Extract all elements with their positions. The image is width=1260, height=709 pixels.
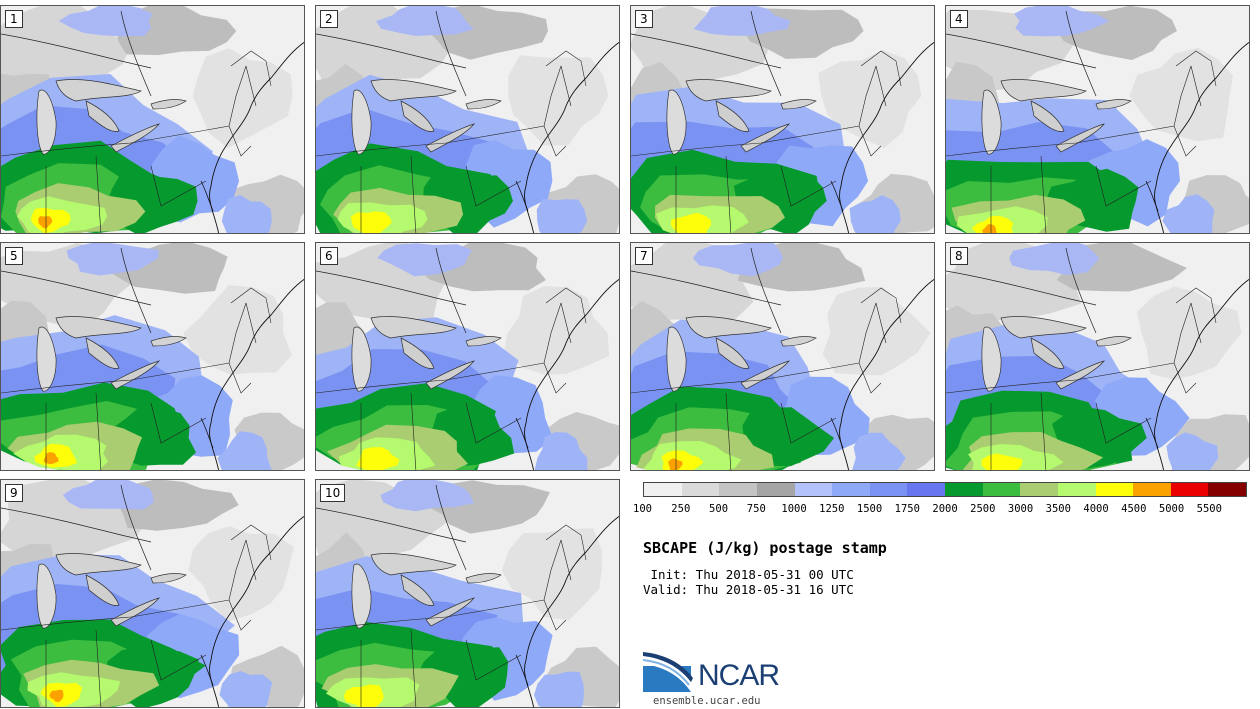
colorbar-tick-label: 250	[671, 503, 691, 515]
member-label: 3	[635, 10, 653, 28]
member-map-panel: 10	[315, 479, 620, 708]
colorbar-tick-label: 4000	[1083, 503, 1109, 515]
init-time: Init: Thu 2018-05-31 00 UTC	[643, 567, 854, 582]
member-map-panel: 2	[315, 5, 620, 234]
colorbar-tick-label: 3500	[1045, 503, 1071, 515]
colorbar-tick-label: 500	[709, 503, 729, 515]
sbcape-map	[316, 6, 619, 233]
colorbar-tick-label: 1750	[894, 503, 920, 515]
colorbar-tick-label: 1250	[819, 503, 845, 515]
colorbar-swatch	[1170, 483, 1209, 496]
colorbar-swatch	[907, 483, 945, 496]
member-map-panel: 4	[945, 5, 1250, 234]
sbcape-map	[631, 243, 934, 470]
member-map-panel: 7	[630, 242, 935, 471]
colorbar-tick-label: 2000	[932, 503, 958, 515]
colorbar-swatch	[756, 483, 795, 496]
sbcape-map	[316, 243, 619, 470]
colorbar-swatch	[681, 483, 720, 496]
colorbar-tick-label: 3000	[1007, 503, 1034, 515]
site-url: ensemble.ucar.edu	[653, 695, 761, 707]
colorbar-tick-label: 1000	[781, 503, 807, 515]
colorbar-tick-label: 4500	[1121, 503, 1147, 515]
sbcape-map	[316, 480, 619, 707]
valid-time: Valid: Thu 2018-05-31 16 UTC	[643, 582, 854, 597]
member-label: 6	[320, 247, 338, 265]
member-label: 1	[5, 10, 23, 28]
member-map-panel: 9	[0, 479, 305, 708]
sbcape-map	[1, 6, 304, 233]
sbcape-map	[946, 6, 1249, 233]
colorbar-swatch	[869, 483, 908, 496]
colorbar	[643, 482, 1247, 497]
colorbar-swatch	[1208, 483, 1246, 496]
member-label: 9	[5, 484, 23, 502]
colorbar-swatch	[794, 483, 833, 496]
colorbar-tick-label: 2500	[970, 503, 996, 515]
member-map-panel: 1	[0, 5, 305, 234]
colorbar-tick-labels: 100 250 500 750 1000 1250 1500 1750 2000 2500 3000…	[633, 503, 1247, 517]
colorbar-swatch	[982, 483, 1021, 496]
ncar-logo-icon	[643, 652, 693, 692]
member-label: 5	[5, 247, 23, 265]
member-label: 8	[950, 247, 968, 265]
colorbar-tick-label: 100	[633, 503, 652, 515]
ncar-logo-text: NCAR	[698, 659, 780, 692]
colorbar-tick-label: 1500	[856, 503, 883, 515]
member-label: 2	[320, 10, 338, 28]
member-label: 4	[950, 10, 968, 28]
colorbar-swatch	[1057, 483, 1096, 496]
member-label: 7	[635, 247, 653, 265]
sbcape-map	[946, 243, 1249, 470]
member-map-panel: 3	[630, 5, 935, 234]
colorbar-swatch	[644, 483, 682, 496]
colorbar-swatch	[1133, 483, 1171, 496]
colorbar-tick-label: 750	[746, 503, 766, 515]
colorbar-swatch	[945, 483, 983, 496]
sbcape-map	[1, 480, 304, 707]
colorbar-swatch	[1095, 483, 1134, 496]
sbcape-map	[631, 6, 934, 233]
colorbar-swatch	[832, 483, 870, 496]
member-label: 10	[320, 484, 346, 502]
member-map-panel: 8	[945, 242, 1250, 471]
member-map-panel: 6	[315, 242, 620, 471]
plot-title: SBCAPE (J/kg) postage stamp	[643, 539, 887, 557]
colorbar-tick-label: 5000	[1158, 503, 1185, 515]
colorbar-swatch	[719, 483, 757, 496]
sbcape-map	[1, 243, 304, 470]
member-map-panel: 5	[0, 242, 305, 471]
colorbar-swatch	[1020, 483, 1058, 496]
colorbar-tick-label: 5500	[1196, 503, 1222, 515]
